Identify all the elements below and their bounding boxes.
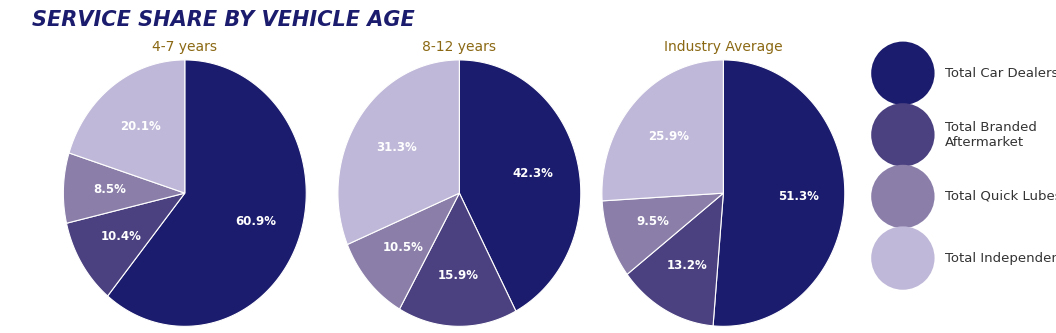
Text: 25.9%: 25.9%	[648, 130, 690, 143]
Text: Total Car Dealers: Total Car Dealers	[945, 67, 1056, 80]
Text: 31.3%: 31.3%	[376, 141, 417, 154]
Text: 10.5%: 10.5%	[382, 241, 423, 254]
Text: 20.1%: 20.1%	[120, 120, 161, 133]
Text: 9.5%: 9.5%	[637, 215, 670, 228]
Text: Industry Average: Industry Average	[664, 40, 782, 54]
Text: 8-12 years: 8-12 years	[422, 40, 496, 54]
Text: 10.4%: 10.4%	[100, 230, 142, 243]
Text: Total Quick Lubes: Total Quick Lubes	[945, 190, 1056, 203]
Text: 8.5%: 8.5%	[93, 183, 126, 196]
Text: 60.9%: 60.9%	[235, 214, 277, 227]
Text: SERVICE SHARE BY VEHICLE AGE: SERVICE SHARE BY VEHICLE AGE	[32, 10, 414, 30]
Text: 13.2%: 13.2%	[667, 259, 708, 272]
Text: 15.9%: 15.9%	[437, 269, 478, 282]
Text: Total Independents: Total Independents	[945, 251, 1056, 265]
Text: 51.3%: 51.3%	[778, 190, 819, 203]
Text: 4-7 years: 4-7 years	[152, 40, 218, 54]
Text: Total Branded
Aftermarket: Total Branded Aftermarket	[945, 121, 1037, 149]
Text: 42.3%: 42.3%	[512, 167, 553, 180]
